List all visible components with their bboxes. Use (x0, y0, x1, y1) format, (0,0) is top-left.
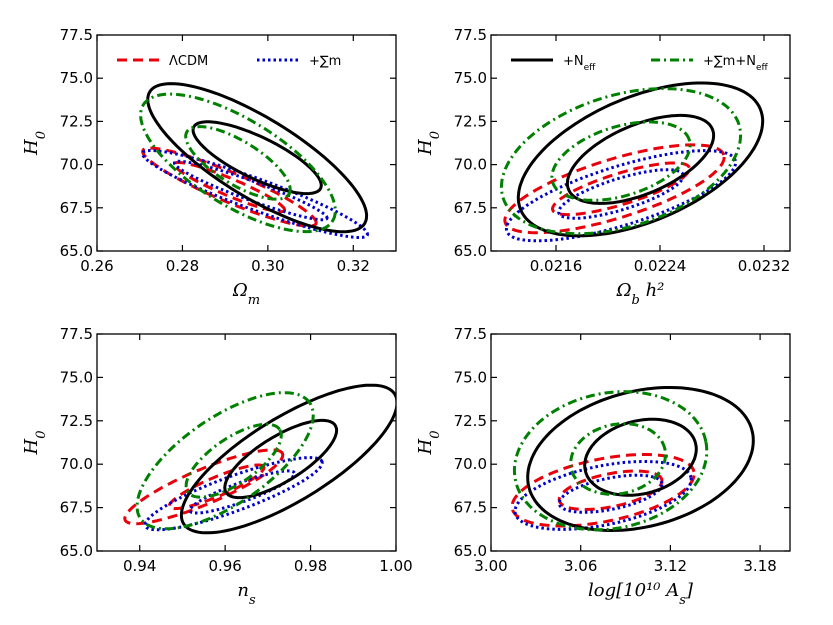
panel-top-left: 65.0 67.5 70.0 72.5 75.0 77.5 0.26 0.28 0.30 0.32… (21, 26, 397, 308)
contour-lcdm-95pct (123, 448, 285, 526)
x-tick-label: 0.32 (337, 257, 370, 275)
contour-neff-95pct (516, 81, 765, 238)
x-tick-label: 0.0216 (530, 257, 583, 275)
x-tick-label: 0.98 (294, 557, 327, 575)
y-tick-label: 65.0 (60, 242, 93, 260)
contour-summneff-68pct (184, 125, 292, 201)
y-axis-label: H0 (415, 131, 443, 156)
x-tick-label: 0.26 (80, 257, 113, 275)
axes-frame (96, 34, 397, 252)
y-tick-label: 65.0 (454, 542, 487, 560)
y-tick-label: 72.5 (60, 112, 93, 130)
contour-summneff-68pct (184, 422, 283, 499)
y-axis-label: H0 (21, 131, 49, 156)
contour-summ-68pct (557, 168, 685, 220)
contour-lcdm-68pct (550, 161, 692, 217)
y-tick-label: 70.0 (60, 455, 93, 473)
y-tick-label: 77.5 (454, 26, 487, 44)
contour-summneff-95pct (499, 87, 743, 236)
x-tick-label: 1.00 (379, 557, 412, 575)
contour-lcdm-95pct (141, 146, 318, 228)
x-axis-label: Ωb h² (616, 280, 665, 308)
contour-neff-68pct (191, 120, 323, 196)
contour-neff-68pct (565, 113, 716, 205)
x-tick-label: 3.00 (474, 557, 507, 575)
x-tick-label: 3.18 (743, 557, 776, 575)
contour-summ-68pct (173, 159, 329, 222)
contour-summ-95pct (143, 456, 324, 532)
x-axis-label: ns (237, 580, 256, 608)
y-tick-label: 67.5 (454, 499, 487, 517)
x-tick-label: 0.28 (166, 257, 199, 275)
contour-summ-95pct (141, 149, 370, 239)
contour-lcdm-95pct (503, 143, 726, 235)
y-tick-label: 75.0 (454, 368, 487, 386)
contour-neff-68pct (223, 418, 339, 500)
axes-frame (490, 333, 791, 552)
x-tick-label: 0.0232 (738, 257, 791, 275)
legend-label-neff: +Neff (563, 54, 596, 73)
x-tick-label: 3.12 (654, 557, 687, 575)
panel-bottom-right: 65.0 67.5 70.0 72.5 75.0 77.5 3.00 3.06 3.12 3.18… (415, 325, 791, 608)
y-tick-label: 65.0 (60, 542, 93, 560)
y-tick-label: 67.5 (60, 499, 93, 517)
y-tick-label: 75.0 (60, 368, 93, 386)
contour-summneff-68pct (569, 422, 668, 496)
y-tick-label: 67.5 (60, 199, 93, 217)
axes-frame (490, 34, 791, 252)
legend-label-summneff: +∑m+Neff (703, 54, 768, 73)
contour-summneff-68pct (550, 120, 692, 202)
y-tick-label: 77.5 (60, 325, 93, 343)
x-tick-label: 0.94 (123, 557, 156, 575)
x-tick-label: 0.30 (251, 257, 284, 275)
contour-neff-95pct (146, 82, 369, 234)
contour-neff-68pct (583, 417, 698, 497)
contour-summ-68pct (557, 473, 664, 514)
y-tick-label: 75.0 (454, 69, 487, 87)
y-tick-label: 77.5 (60, 26, 93, 44)
legend-label-summ: +∑m (309, 54, 341, 69)
contour-summneff-95pct (512, 390, 709, 532)
x-tick-label: 3.06 (564, 557, 597, 575)
y-tick-label: 67.5 (454, 199, 487, 217)
contour-summ-95pct (513, 460, 693, 531)
x-axis-label: Ωm (232, 280, 260, 308)
x-tick-label: 0.96 (208, 557, 241, 575)
axes-frame (96, 333, 397, 552)
contour-summ-95pct (504, 149, 738, 243)
y-axis-label: H0 (415, 431, 443, 456)
y-tick-label: 72.5 (60, 412, 93, 430)
contour-summneff-95pct (139, 92, 337, 234)
y-tick-label: 70.0 (60, 156, 93, 174)
contour-neff-95pct (179, 383, 396, 535)
contour-lcdm-68pct (172, 161, 287, 214)
y-tick-label: 75.0 (60, 69, 93, 87)
y-tick-label: 72.5 (454, 412, 487, 430)
y-tick-label: 72.5 (454, 112, 487, 130)
y-tick-label: 65.0 (454, 242, 487, 260)
panel-top-right: 65.0 67.5 70.0 72.5 75.0 77.5 0.0216 0.0224 0.02… (415, 26, 791, 308)
contour-summ-68pct (188, 469, 297, 515)
legend-label-lcdm: ΛCDM (169, 54, 208, 69)
y-tick-label: 70.0 (454, 156, 487, 174)
x-tick-label: 0.0224 (634, 257, 687, 275)
y-tick-label: 77.5 (454, 325, 487, 343)
contour-lcdm-95pct (510, 453, 696, 528)
panel-bottom-left: 65.0 67.5 70.0 72.5 75.0 77.5 0.94 0.96 0.98 1.00… (21, 325, 413, 608)
y-axis-label: H0 (21, 431, 49, 456)
contour-neff-95pct (526, 386, 755, 533)
y-tick-label: 70.0 (454, 455, 487, 473)
x-axis-label: log[10¹⁰ As] (588, 580, 694, 608)
